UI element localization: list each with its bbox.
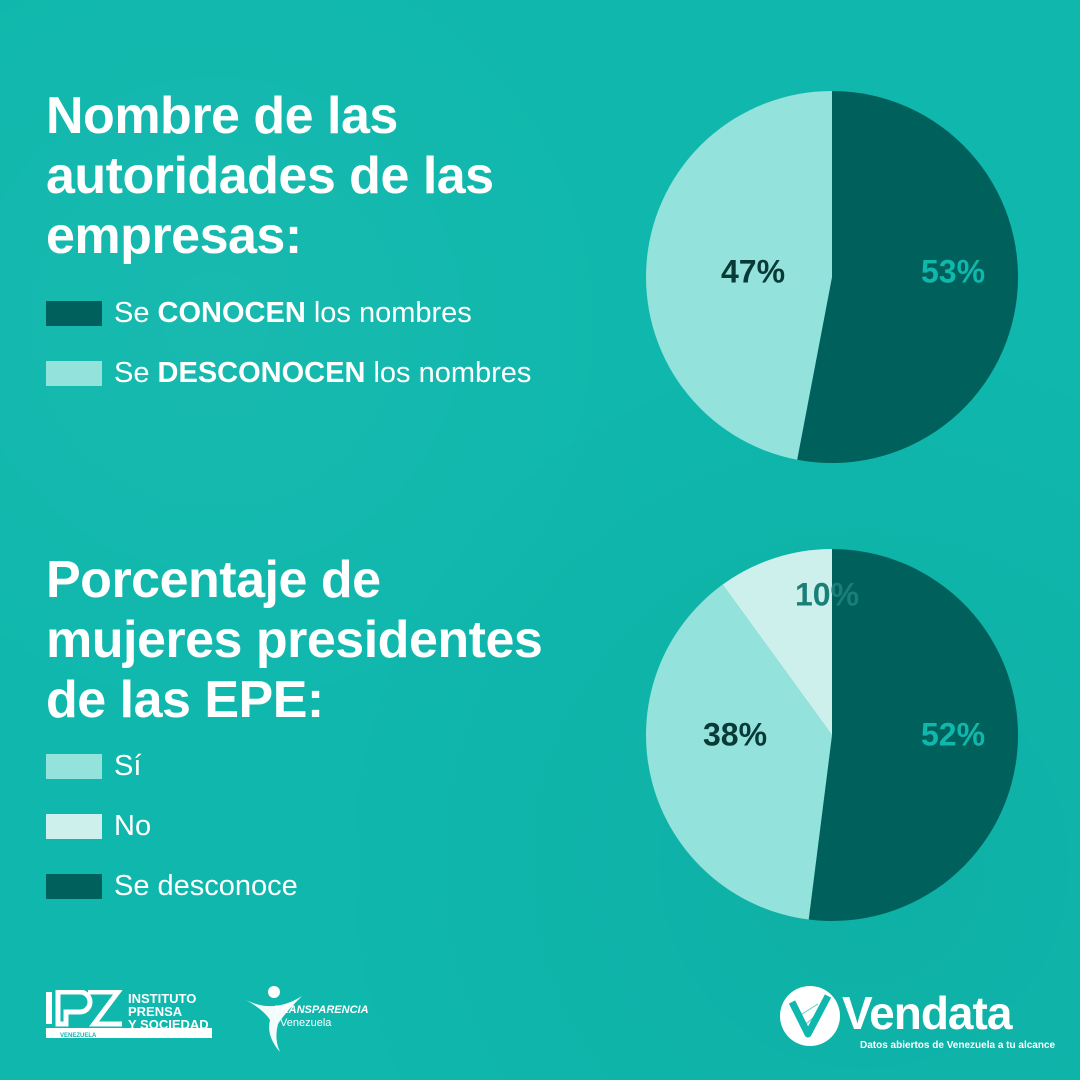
- vendata-logo-icon: [780, 986, 840, 1046]
- chart-1-title-line: autoridades de las: [46, 147, 494, 205]
- pie-chart-2: 52% 38% 10%: [646, 549, 1018, 921]
- legend-swatch-dark: [46, 873, 102, 899]
- pie-slice-label: 47%: [721, 253, 785, 289]
- chart-2-title: Porcentaje de mujeres presidentes de las…: [46, 550, 543, 730]
- pie-slice: [722, 549, 832, 735]
- legend-swatch-lighter: [46, 813, 102, 839]
- legend-label: Se DESCONOCEN los nombres: [114, 356, 532, 389]
- legend-item-se-desconoce: Se desconoce: [46, 869, 298, 902]
- legend-swatch-light: [46, 360, 102, 386]
- vendata-tagline: Datos abiertos de Venezuela a tu alcance: [860, 1040, 1056, 1051]
- pie-slice-label: 53%: [921, 253, 985, 289]
- chart-1-title-line: Nombre de las: [46, 87, 398, 145]
- pie-slice-label: 10%: [795, 576, 859, 612]
- legend-label: No: [114, 809, 152, 842]
- legend-item-no: No: [46, 809, 298, 842]
- pie-slice-label: 38%: [703, 716, 767, 752]
- chart-2-title-line: de las EPE:: [46, 671, 324, 729]
- footer-logos: INSTITUTO PRENSA Y SOCIEDAD VENEZUELA TR…: [0, 970, 1080, 1080]
- ipys-line: INSTITUTO: [128, 991, 197, 1006]
- pie-slice: [808, 549, 1018, 921]
- chart-2-title-line: mujeres presidentes: [46, 611, 543, 669]
- ipys-line: PRENSA: [128, 1004, 183, 1019]
- legend-swatch-dark: [46, 300, 102, 326]
- chart-1-title: Nombre de las autoridades de las empresa…: [46, 86, 494, 266]
- pie-slice: [646, 91, 832, 460]
- ipys-line: Y SOCIEDAD: [128, 1017, 209, 1032]
- legend-item-si: Sí: [46, 749, 298, 782]
- chart-1-title-line: empresas:: [46, 207, 302, 265]
- legend-label: Se CONOCEN los nombres: [114, 296, 472, 329]
- pie-slice-label: 52%: [921, 716, 985, 752]
- chart-2-legend: Sí No Se desconoce: [46, 749, 298, 931]
- chart-2-title-line: Porcentaje de: [46, 551, 381, 609]
- transparencia-logo-line1: TRANSPARENCIA: [274, 1004, 369, 1016]
- ipys-logo-sub: VENEZUELA: [60, 1033, 97, 1039]
- ipys-logo-text: INSTITUTO PRENSA Y SOCIEDAD: [128, 992, 209, 1031]
- transparencia-logo-icon: [246, 986, 302, 1052]
- vendata-logo-text: Vendata: [842, 987, 1012, 1039]
- pie-chart-1: 53% 47%: [646, 91, 1019, 463]
- legend-label: Sí: [114, 749, 142, 782]
- legend-item-conocen: Se CONOCEN los nombres: [46, 296, 531, 329]
- legend-item-desconocen: Se DESCONOCEN los nombres: [46, 356, 532, 389]
- legend-label: Se desconoce: [114, 869, 298, 902]
- transparencia-logo-line2: Venezuela: [280, 1017, 332, 1029]
- chart-1-legend: Se CONOCEN los nombres Se DESCONOCEN los…: [46, 296, 532, 418]
- pie-slice: [797, 91, 1019, 463]
- ipys-logo-icon: [46, 990, 212, 1038]
- legend-swatch-light: [46, 753, 102, 779]
- pie-slice: [646, 584, 832, 920]
